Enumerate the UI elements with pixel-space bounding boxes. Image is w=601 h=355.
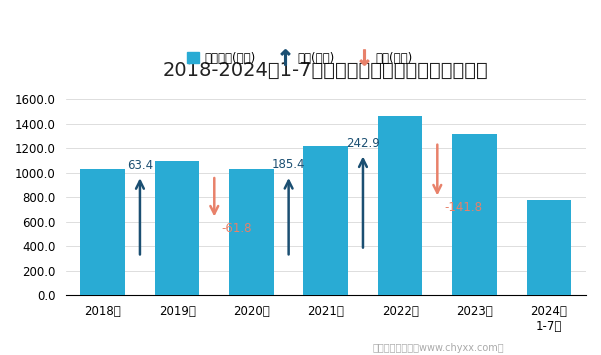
Text: 63.4: 63.4 [127,159,153,172]
Legend: 出口货值(亿元), 增加(亿元), 减少(亿元): 出口货值(亿元), 增加(亿元), 减少(亿元) [182,47,418,70]
Bar [155,161,200,295]
Bar [378,116,423,295]
Bar [452,134,497,295]
Text: 制图：智研咨询（www.chyxx.com）: 制图：智研咨询（www.chyxx.com） [373,343,504,353]
Text: -61.8: -61.8 [222,222,252,235]
Bar [526,200,571,295]
Title: 2018-2024年1-7月全国食品制造业出口货值统计图: 2018-2024年1-7月全国食品制造业出口货值统计图 [163,61,489,80]
Bar [229,169,274,295]
Text: -141.8: -141.8 [445,201,483,214]
Text: 185.4: 185.4 [272,158,305,171]
Bar [81,169,125,295]
Bar [304,146,348,295]
Text: 242.9: 242.9 [346,137,380,150]
